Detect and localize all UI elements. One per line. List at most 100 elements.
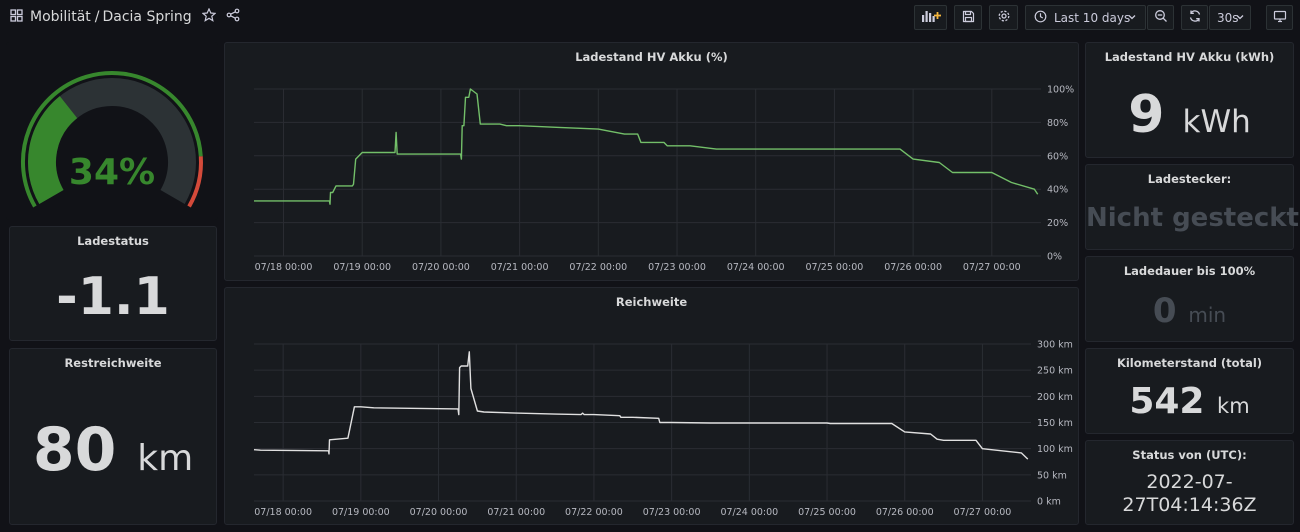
- range-chart[interactable]: 0 km 50 km 100 km 150 km 200 km 250 km 300 km 0…: [225, 288, 1078, 524]
- y-tick-label: 250 km: [1037, 366, 1073, 377]
- panel-title: Ladestand HV Akku (kWh): [1104, 50, 1275, 64]
- x-tick-label: 07/22 00:00: [569, 262, 627, 273]
- x-tick-label: 07/18 00:00: [255, 262, 313, 273]
- battery-gauge-panel: 34%: [6, 42, 218, 220]
- zoom-out-icon: [1154, 9, 1168, 26]
- km-total-stat: 542 km: [1086, 381, 1293, 422]
- ladestatus-panel: Ladestatus -1.1: [9, 226, 217, 341]
- x-tick-label: 07/19 00:00: [332, 507, 390, 518]
- x-tick-label: 07/19 00:00: [333, 262, 391, 273]
- panel-title: Ladestecker:: [1147, 172, 1232, 186]
- series-line: [253, 351, 1029, 460]
- x-tick-label: 07/20 00:00: [412, 262, 470, 273]
- top-bar: Mobilität / Dacia Spring Last 10 days: [0, 0, 1300, 36]
- chevron-down-icon: [1235, 11, 1245, 26]
- status-panel: Status von (UTC): 2022-07- 27T04:14:36Z: [1085, 440, 1294, 525]
- chart-range-panel: Reichweite 0 km 50 km 100 km 150 km 200 km 25…: [224, 287, 1079, 525]
- gauge-threshold-green: [20, 71, 203, 208]
- share-icon[interactable]: [226, 8, 240, 26]
- breadcrumb-dashboard[interactable]: Dacia Spring: [102, 9, 192, 25]
- y-tick-label: 60%: [1047, 151, 1068, 162]
- kwh-value: 9: [1128, 85, 1165, 145]
- y-tick-label: 100%: [1047, 85, 1074, 96]
- x-tick-label: 07/25 00:00: [806, 262, 864, 273]
- panel-title: Ladestatus: [77, 234, 149, 248]
- x-tick-label: 07/23 00:00: [643, 507, 701, 518]
- km-total-panel: Kilometerstand (total) 542 km: [1085, 348, 1294, 434]
- breadcrumb: Mobilität / Dacia Spring: [10, 7, 240, 26]
- status-timestamp-line2: 27T04:14:36Z: [1122, 494, 1257, 516]
- ladestatus-value: -1.1: [56, 267, 170, 327]
- x-tick-label: 07/23 00:00: [648, 262, 706, 273]
- ladedauer-panel: Ladedauer bis 100% 0 min: [1085, 256, 1294, 342]
- y-tick-label: 150 km: [1037, 418, 1073, 429]
- x-tick-label: 07/25 00:00: [798, 507, 856, 518]
- km-total-unit: km: [1217, 394, 1250, 418]
- series-line: [254, 88, 1039, 205]
- y-tick-label: 100 km: [1037, 444, 1073, 455]
- restreichweite-stat: 80 km: [10, 415, 216, 485]
- x-tick-label: 07/27 00:00: [954, 507, 1012, 518]
- time-range-picker[interactable]: Last 10 days: [1025, 5, 1146, 30]
- breadcrumb-separator: /: [94, 9, 100, 25]
- apps-icon[interactable]: [10, 8, 23, 26]
- kwh-panel: Ladestand HV Akku (kWh) 9 kWh: [1085, 42, 1294, 158]
- tv-mode-button[interactable]: [1266, 5, 1293, 30]
- chart-battery-percent-panel: Ladestand HV Akku (%) 0% 20% 40% 60% 80% 100%…: [224, 42, 1079, 281]
- ladestecker-panel: Ladestecker: Nicht gesteckt: [1085, 164, 1299, 250]
- chevron-down-icon: [1127, 11, 1137, 26]
- restreichweite-value: 80: [32, 415, 117, 485]
- x-tick-label: 07/22 00:00: [565, 507, 623, 518]
- panel-title: Reichweite: [615, 295, 688, 309]
- status-timestamp: 2022-07- 27T04:14:36Z: [1086, 471, 1293, 517]
- x-tick-label: 07/26 00:00: [876, 507, 934, 518]
- gauge-value-text: 34%: [68, 152, 156, 193]
- y-tick-label: 50 km: [1037, 470, 1067, 481]
- refresh-interval-picker[interactable]: 30s: [1209, 5, 1251, 30]
- gauge-threshold-red: [187, 156, 203, 208]
- add-panel-button[interactable]: [914, 5, 947, 30]
- x-tick-label: 07/26 00:00: [884, 262, 942, 273]
- battery-percent-chart[interactable]: 0% 20% 40% 60% 80% 100% 07/18 00:00 07/19 00:00…: [225, 43, 1078, 280]
- refresh-button[interactable]: [1181, 5, 1208, 30]
- restreichweite-unit: km: [137, 438, 194, 479]
- battery-gauge: [20, 71, 203, 208]
- save-icon: [962, 10, 975, 26]
- time-range-label: Last 10 days: [1054, 10, 1131, 25]
- dashboard-settings-button[interactable]: [989, 5, 1018, 30]
- x-tick-label: 07/21 00:00: [487, 507, 545, 518]
- ladestecker-value: Nicht gesteckt: [1086, 203, 1299, 233]
- panel-title: Kilometerstand (total): [1116, 356, 1263, 370]
- x-tick-label: 07/24 00:00: [720, 507, 778, 518]
- km-total-value: 542: [1129, 381, 1205, 422]
- x-tick-label: 07/21 00:00: [491, 262, 549, 273]
- panel-title: Ladestand HV Akku (%): [575, 50, 728, 64]
- add-panel-icon: [921, 9, 941, 26]
- restreichweite-panel: Restreichweite 80 km: [9, 348, 217, 525]
- breadcrumb-folder[interactable]: Mobilität: [30, 9, 91, 25]
- panel-title: Restreichweite: [64, 356, 162, 370]
- refresh-icon: [1188, 9, 1202, 26]
- x-tick-label: 07/27 00:00: [963, 262, 1021, 273]
- x-tick-label: 07/20 00:00: [410, 507, 468, 518]
- ladedauer-value: 0: [1152, 291, 1177, 331]
- x-tick-label: 07/18 00:00: [254, 507, 312, 518]
- kwh-stat: 9 kWh: [1086, 85, 1293, 145]
- y-tick-label: 300 km: [1037, 340, 1073, 351]
- y-tick-label: 80%: [1047, 118, 1068, 129]
- settings-icon: [997, 9, 1011, 26]
- y-tick-label: 200 km: [1037, 392, 1073, 403]
- y-tick-label: 0%: [1047, 252, 1062, 263]
- star-icon[interactable]: [201, 7, 217, 26]
- y-tick-label: 0 km: [1037, 497, 1061, 508]
- y-tick-label: 20%: [1047, 218, 1068, 229]
- panel-title: Status von (UTC):: [1132, 448, 1247, 462]
- status-timestamp-line1: 2022-07-: [1146, 471, 1233, 493]
- tv-mode-icon: [1273, 10, 1287, 26]
- x-tick-label: 07/24 00:00: [727, 262, 785, 273]
- gauge-value-arc: [28, 96, 78, 205]
- save-dashboard-button[interactable]: [954, 5, 982, 30]
- zoom-out-button[interactable]: [1147, 5, 1174, 30]
- kwh-unit: kWh: [1182, 104, 1251, 140]
- clock-icon: [1034, 10, 1047, 26]
